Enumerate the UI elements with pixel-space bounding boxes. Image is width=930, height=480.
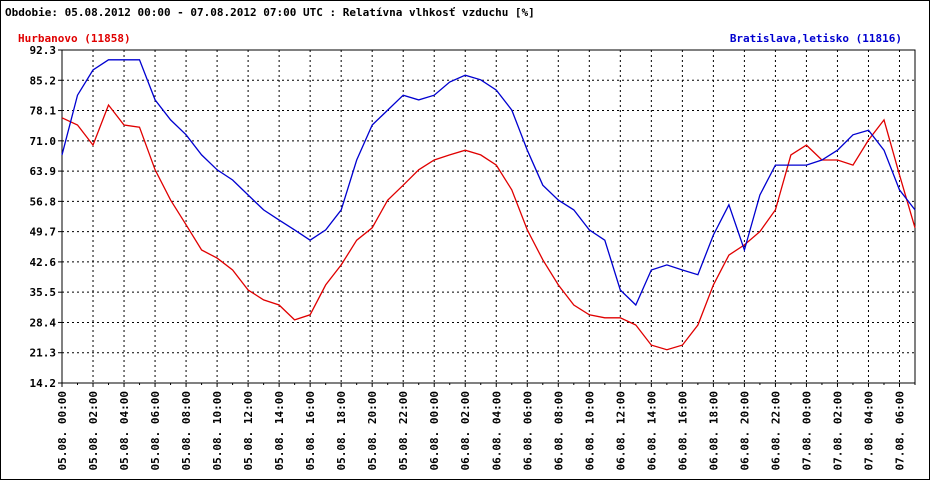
x-tick-label: 05.08. 00:00	[56, 391, 69, 470]
y-tick-label: 28.4	[30, 316, 57, 329]
x-tick-label: 06.08. 22:00	[769, 391, 782, 470]
x-tick-label: 06.08. 12:00	[614, 391, 627, 470]
x-tick-label: 05.08. 14:00	[273, 391, 286, 470]
x-tick-label: 06.08. 00:00	[428, 391, 441, 470]
y-tick-label: 92.3	[30, 44, 57, 57]
x-tick-label: 05.08. 16:00	[304, 391, 317, 470]
x-tick-label: 05.08. 12:00	[242, 391, 255, 470]
x-tick-label: 06.08. 20:00	[738, 391, 751, 470]
legend-entry: Hurbanovo (11858)	[18, 32, 131, 45]
series-line	[61, 59, 916, 307]
y-tick-label: 35.5	[30, 286, 57, 299]
x-tick-label: 07.08. 02:00	[831, 391, 844, 470]
legend-entry: Bratislava,letisko (11816)	[730, 32, 902, 45]
x-tick-label: 06.08. 16:00	[676, 391, 689, 470]
x-tick-label: 06.08. 10:00	[583, 391, 596, 470]
x-tick-label: 06.08. 08:00	[552, 391, 565, 470]
plot-area	[61, 49, 916, 384]
x-tick-label: 05.08. 18:00	[335, 391, 348, 470]
y-tick-label: 78.1	[30, 105, 57, 118]
x-tick-label: 07.08. 00:00	[800, 391, 813, 470]
y-tick-label: 42.6	[30, 256, 57, 269]
y-tick-label: 56.8	[30, 195, 57, 208]
x-tick-label: 06.08. 18:00	[707, 391, 720, 470]
y-tick-label: 63.9	[30, 165, 57, 178]
x-tick-label: 06.08. 04:00	[490, 391, 503, 470]
series-line	[61, 103, 916, 351]
x-tick-label: 05.08. 10:00	[211, 391, 224, 470]
y-tick-label: 85.2	[30, 74, 57, 87]
y-tick-label: 49.7	[30, 226, 57, 239]
chart-title: Obdobie: 05.08.2012 00:00 - 07.08.2012 0…	[5, 6, 535, 19]
x-tick-label: 05.08. 04:00	[118, 391, 131, 470]
y-tick-label: 21.3	[30, 347, 57, 360]
x-tick-label: 05.08. 22:00	[397, 391, 410, 470]
x-tick-label: 06.08. 06:00	[521, 391, 534, 470]
x-tick-label: 07.08. 06:00	[893, 391, 906, 470]
x-tick-label: 05.08. 20:00	[366, 391, 379, 470]
y-tick-label: 71.0	[30, 135, 57, 148]
x-tick-label: 05.08. 08:00	[180, 391, 193, 470]
x-tick-label: 05.08. 06:00	[149, 391, 162, 470]
y-tick-label: 14.2	[30, 377, 57, 390]
x-tick-label: 06.08. 14:00	[645, 391, 658, 470]
x-tick-label: 06.08. 02:00	[459, 391, 472, 470]
x-tick-label: 07.08. 04:00	[862, 391, 875, 470]
x-tick-label: 05.08. 02:00	[87, 391, 100, 470]
